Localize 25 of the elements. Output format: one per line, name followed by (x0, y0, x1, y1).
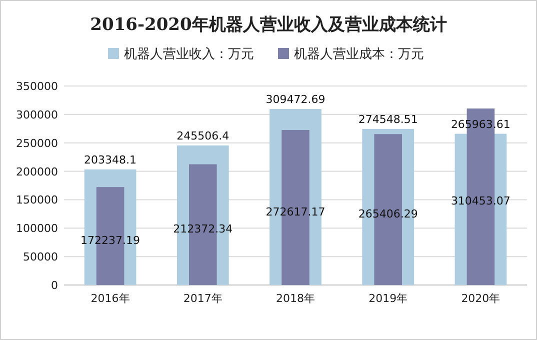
data-label: 203348.1 (84, 153, 137, 166)
y-tick-label: 200000 (16, 165, 58, 178)
y-tick-label: 350000 (16, 80, 58, 93)
legend-label: 机器人营业收入：万元 (124, 47, 254, 62)
x-tick-label: 2017年 (183, 292, 222, 305)
y-tick-label: 0 (51, 279, 58, 292)
x-tick-label: 2020年 (461, 292, 500, 305)
y-tick-label: 300000 (16, 108, 58, 122)
data-label: 245506.4 (176, 129, 230, 142)
legend-label: 机器人营业成本：万元 (294, 47, 424, 62)
data-label: 274548.51 (358, 112, 418, 126)
y-tick-label: 250000 (16, 136, 58, 150)
x-tick-label: 2019年 (368, 292, 408, 305)
data-label: 265406.29 (358, 208, 418, 221)
y-tick-label: 100000 (16, 222, 58, 236)
data-label: 309472.69 (266, 93, 326, 106)
data-label: 310453.07 (450, 194, 510, 208)
y-tick-label: 50000 (23, 250, 58, 264)
x-tick-label: 2018年 (276, 292, 315, 305)
data-label: 172237.19 (80, 234, 140, 248)
data-label: 272617.17 (266, 206, 326, 218)
chart-title: 2016-2020年机器人营业收入及营业成本统计 (90, 15, 447, 35)
x-tick-label: 2016年 (90, 292, 130, 305)
data-label: 212372.34 (173, 222, 233, 236)
y-tick-label: 150000 (16, 194, 58, 207)
